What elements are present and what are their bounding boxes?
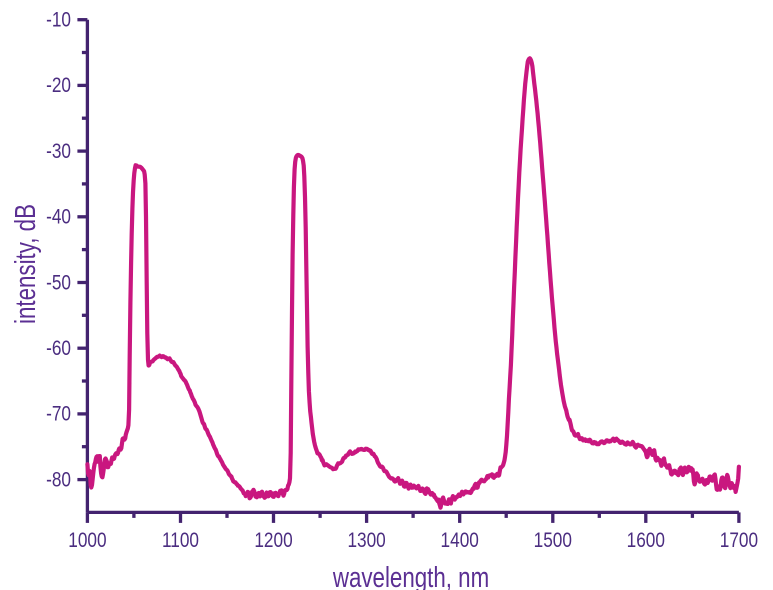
- svg-text:intensity, dB: intensity, dB: [10, 204, 41, 324]
- svg-text:-20: -20: [46, 75, 71, 98]
- svg-text:-50: -50: [46, 272, 71, 295]
- svg-text:-30: -30: [46, 140, 71, 163]
- svg-text:1300: 1300: [347, 530, 385, 553]
- svg-text:1200: 1200: [254, 530, 292, 553]
- svg-text:-80: -80: [46, 469, 71, 492]
- svg-text:1700: 1700: [720, 530, 758, 553]
- svg-text:1500: 1500: [534, 530, 572, 553]
- svg-text:1400: 1400: [441, 530, 479, 553]
- svg-text:-60: -60: [46, 338, 71, 361]
- svg-text:wavelength, nm: wavelength, nm: [332, 563, 489, 590]
- svg-text:1000: 1000: [68, 530, 106, 553]
- svg-text:1100: 1100: [162, 530, 199, 553]
- svg-text:-70: -70: [46, 403, 71, 426]
- svg-text:-10: -10: [46, 9, 71, 32]
- svg-text:1600: 1600: [627, 530, 665, 553]
- svg-text:-40: -40: [46, 206, 71, 229]
